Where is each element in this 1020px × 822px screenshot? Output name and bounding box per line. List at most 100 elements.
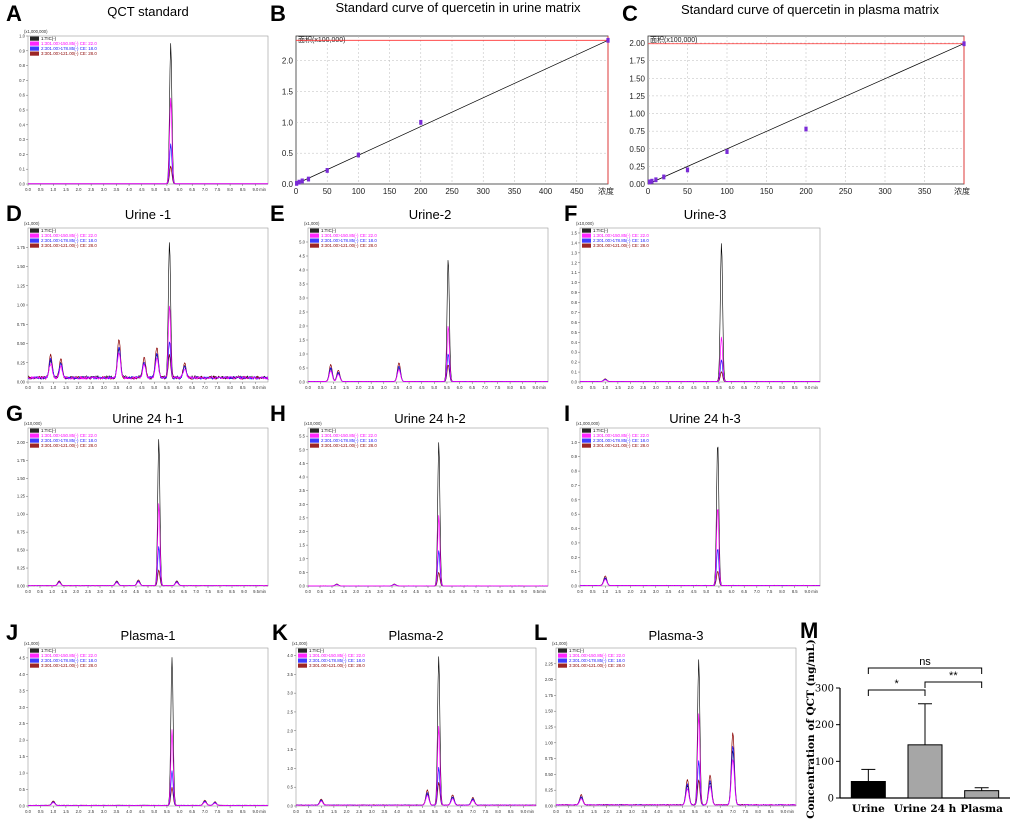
- x-tick-label: 8.5: [792, 385, 798, 390]
- y-tick-label: 1.50: [17, 476, 26, 481]
- x-tick-label: 5.5: [437, 589, 443, 594]
- x-tick-label: 7.5: [767, 385, 773, 390]
- x-tick-label: 3.5: [114, 809, 120, 814]
- legend-entry: 1:301.00>150.85(-) CE: 22.0: [41, 433, 97, 438]
- x-tick-label: 9.0: [252, 187, 258, 192]
- y-tick-label: 1.00: [17, 512, 26, 517]
- x-tick-label: 7.5: [767, 589, 773, 594]
- y-tick-label: 1.0: [571, 280, 577, 285]
- y-tick-label: 1.5: [287, 747, 293, 752]
- x-tick-label: 8.0: [227, 809, 233, 814]
- x-tick-label: 9.0: [780, 809, 786, 814]
- x-tick-label: 4.0: [126, 187, 132, 192]
- y-tick-label: 1.5: [19, 754, 25, 759]
- y-tick-label: 1.3: [571, 250, 577, 255]
- x-tick-label: 6.0: [705, 809, 711, 814]
- x-tick-label: 5.0: [425, 589, 431, 594]
- x-tick-label: 450: [570, 187, 584, 196]
- x-tick-label: 7.0: [482, 385, 488, 390]
- x-tick-label: 5.0: [419, 809, 425, 814]
- legend-swatch: [30, 51, 39, 56]
- legend-swatch: [30, 233, 39, 238]
- x-tick-label: 0.0: [553, 809, 559, 814]
- x-tick-label: 1.5: [331, 809, 337, 814]
- x-unit-label: 浓度: [954, 186, 970, 196]
- x-tick-label: 0.5: [306, 809, 312, 814]
- legend-swatch: [310, 438, 319, 443]
- x-tick-label: 2.5: [640, 385, 646, 390]
- y-tick-label: 0.50: [17, 341, 26, 346]
- panel-title: Urine-3: [684, 207, 727, 222]
- x-tick-label: 2.5: [356, 809, 362, 814]
- x-tick-label: 0.0: [305, 589, 311, 594]
- x-tick-label: 7.5: [215, 385, 221, 390]
- y-tick-label: 300: [815, 684, 834, 695]
- y-tick-label: 0.4: [19, 122, 25, 127]
- x-tick-label: 4.5: [133, 589, 139, 594]
- x-tick-label: 1.5: [615, 589, 621, 594]
- x-tick-label: 3.0: [101, 187, 107, 192]
- legend-swatch: [310, 443, 319, 448]
- y-scale-label: (x10,000): [304, 421, 322, 426]
- legend-swatch: [558, 653, 567, 658]
- x-tick-label: 8.5: [768, 809, 774, 814]
- legend-entry: 1:301.00>150.85(-) CE: 22.0: [569, 653, 625, 658]
- legend-entry: 3:301.00>121.00(-) CE: 28.0: [321, 243, 377, 248]
- y-tick-label: 0.5: [299, 570, 305, 575]
- x-tick-label: 2.0: [353, 589, 359, 594]
- y-tick-label: 0.5: [19, 787, 25, 792]
- y-tick-label: 0.5: [571, 512, 577, 517]
- x-tick-label: 6.5: [181, 589, 187, 594]
- legend-swatch: [310, 433, 319, 438]
- y-tick-label: 0.6: [571, 497, 577, 502]
- x-tick-label: 350: [918, 187, 932, 196]
- y-tick-label: 0.25: [17, 360, 26, 365]
- x-tick-label: 8.0: [227, 385, 233, 390]
- y-tick-label: 3.5: [287, 672, 293, 677]
- x-tick-label: 7.0: [730, 809, 736, 814]
- y-tick-label: 1.5: [571, 230, 577, 235]
- x-tick-label: 7.5: [205, 589, 211, 594]
- panel-title: QCT standard: [107, 4, 188, 19]
- y-tick-label: 0.75: [17, 322, 26, 327]
- y-tick-label: 0.5: [282, 149, 294, 158]
- x-tick-label: 4.0: [126, 809, 132, 814]
- y-tick-label: 3.5: [299, 488, 305, 493]
- y-tick-label: 2.0: [19, 738, 25, 743]
- legend-swatch: [310, 428, 319, 433]
- x-tick-label: 0.0: [577, 385, 583, 390]
- legend-entry: 1:301.00>150.85(-) CE: 22.0: [41, 653, 97, 658]
- y-tick-label: 0.5: [19, 108, 25, 113]
- panel-letter: D: [6, 201, 22, 226]
- y-scale-label: (x10,000): [24, 421, 42, 426]
- y-tick-label: 1.75: [17, 245, 26, 250]
- legend-entry: 1:301.00>150.85(-) CE: 22.0: [41, 233, 97, 238]
- y-tick-label: 1.00: [629, 110, 645, 119]
- x-tick-label: 7.0: [202, 187, 208, 192]
- plot-frame: [27, 427, 269, 587]
- data-point: [685, 167, 690, 173]
- y-scale-label: (x1,000,000): [576, 421, 600, 426]
- x-tick-label: 5.0: [703, 385, 709, 390]
- x-tick-label: 2.0: [73, 589, 79, 594]
- data-point: [662, 174, 666, 180]
- legend-entry: 2:301.00>178.85(-) CE: 18.0: [41, 658, 97, 663]
- x-tick-label: 0.0: [577, 589, 583, 594]
- x-tick-label: 9.0: [252, 809, 258, 814]
- y-tick-label: 0.8: [19, 63, 25, 68]
- y-tick-label: 0.1: [19, 167, 25, 172]
- y-tick-label: 0.6: [571, 320, 577, 325]
- panel-letter: M: [800, 618, 818, 643]
- x-tick-label: 0.5: [317, 589, 323, 594]
- x-unit-label: min: [527, 809, 534, 814]
- trace-301-00-150-85: [27, 729, 269, 807]
- y-scale-label: (x1,000): [24, 641, 40, 646]
- x-tick-label: 7.0: [754, 589, 760, 594]
- x-tick-label: 3.5: [666, 385, 672, 390]
- y-tick-label: 0.5: [571, 330, 577, 335]
- x-tick-label: 5.5: [716, 589, 722, 594]
- x-tick-label: 0.5: [38, 187, 44, 192]
- x-tick-label: 0.5: [590, 385, 596, 390]
- legend-swatch: [582, 433, 591, 438]
